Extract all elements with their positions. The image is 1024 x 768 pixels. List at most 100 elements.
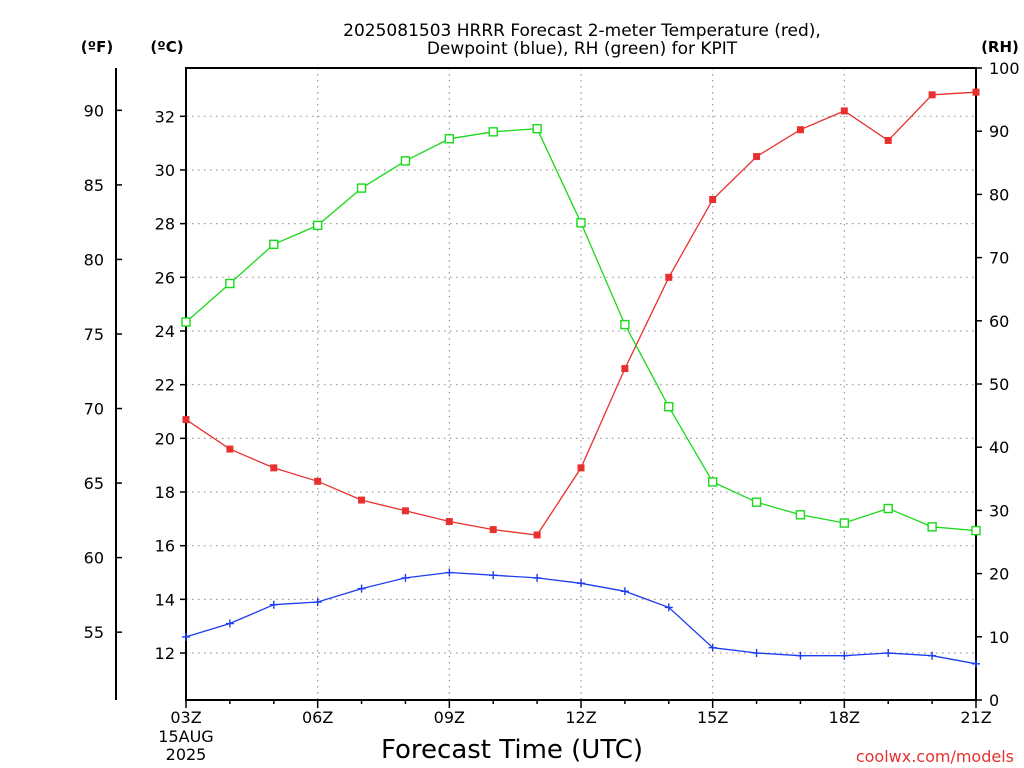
rh-tick-label: 0	[989, 691, 999, 710]
temperature-point	[753, 153, 761, 161]
rh-point	[927, 522, 937, 532]
celsius-tick-label: 16	[155, 537, 175, 556]
dewpoint-point	[752, 649, 761, 658]
temperature-point	[445, 518, 453, 526]
temperature-point	[182, 416, 190, 424]
celsius-tick-label: 26	[155, 268, 175, 287]
x-tick-label: 03Z	[170, 708, 201, 727]
temperature-point	[270, 464, 278, 472]
rh-axis-label: (RH)	[981, 38, 1019, 56]
rh-point	[795, 510, 806, 520]
dewpoint-point	[401, 573, 410, 582]
dewpoint-point	[445, 568, 454, 577]
dewpoint-point	[620, 587, 629, 596]
rh-point	[269, 239, 279, 250]
celsius-axis-label: (ºC)	[150, 38, 183, 56]
fahrenheit-tick-label: 65	[84, 474, 104, 493]
x-tick-label: 09Z	[434, 708, 465, 727]
dewpoint-point	[489, 571, 498, 580]
temperature-point	[928, 91, 936, 99]
rh-tick-label: 30	[989, 501, 1009, 520]
fahrenheit-tick-label: 75	[84, 325, 104, 344]
fahrenheit-tick-label: 60	[84, 549, 104, 568]
plot-frame	[185, 67, 977, 701]
temperature-point	[884, 136, 892, 144]
temperature-point	[358, 496, 366, 504]
rh-point	[181, 317, 191, 327]
dewpoint-point	[269, 600, 278, 609]
x-date-label-day: 15AUG	[158, 727, 213, 746]
temperature-point	[401, 507, 409, 515]
temperature-point	[796, 126, 804, 134]
rh-point	[751, 497, 762, 507]
rh-point	[312, 220, 323, 231]
x-tick-label: 15Z	[697, 708, 728, 727]
dewpoint-point	[972, 659, 980, 668]
rh-point	[620, 319, 630, 330]
fahrenheit-tick-label: 70	[84, 400, 104, 419]
rh-tick-label: 100	[989, 59, 1020, 78]
dewpoint-point	[313, 598, 322, 607]
temperature-point	[840, 107, 848, 115]
rh-tick-label: 90	[989, 122, 1009, 141]
x-date-label-year: 2025	[166, 745, 207, 764]
rh-tick-label: 80	[989, 185, 1009, 204]
rh-point	[225, 278, 235, 289]
temperature-point	[665, 273, 673, 281]
fahrenheit-axis-label: (ºF)	[81, 38, 113, 56]
fahrenheit-tick-label: 85	[84, 176, 104, 195]
celsius-tick-label: 20	[155, 429, 175, 448]
celsius-tick-label: 32	[155, 107, 175, 126]
rh-point	[356, 183, 367, 193]
temperature-point	[621, 365, 629, 373]
rh-point	[664, 402, 674, 412]
dewpoint-point	[357, 584, 366, 593]
x-tick-label: 18Z	[829, 708, 860, 727]
celsius-tick-label: 28	[155, 215, 175, 234]
temperature-point	[226, 445, 234, 453]
celsius-tick-label: 14	[155, 590, 175, 609]
x-tick-label: 12Z	[565, 708, 596, 727]
temperature-point	[533, 531, 541, 539]
rh-tick-label: 40	[989, 438, 1009, 457]
temperature-point	[709, 195, 717, 203]
rh-tick-label: 50	[989, 375, 1009, 394]
fahrenheit-tick-label: 90	[84, 101, 104, 120]
dewpoint-point	[182, 632, 190, 641]
rh-tick-label: 20	[989, 565, 1009, 584]
fahrenheit-tick-label: 80	[84, 250, 104, 269]
dewpoint-point	[225, 619, 234, 628]
rh-point	[444, 134, 455, 144]
rh-point	[532, 123, 542, 134]
dewpoint-point	[840, 651, 849, 660]
chart-title-line-2: Dewpoint (blue), RH (green) for KPIT	[427, 39, 738, 59]
temperature-point	[972, 88, 980, 96]
temperature-point	[577, 464, 585, 472]
rh-point	[707, 477, 718, 487]
rh-point	[883, 503, 893, 514]
dewpoint-point	[928, 651, 937, 660]
rh-point	[971, 525, 981, 536]
dewpoint-point	[577, 579, 585, 588]
rh-tick-label: 60	[989, 312, 1009, 331]
fahrenheit-tick-label: 55	[84, 623, 104, 642]
chart-title-line-1: 2025081503 HRRR Forecast 2-meter Tempera…	[343, 21, 821, 41]
dewpoint-point	[664, 603, 673, 612]
rh-point	[400, 156, 411, 166]
temperature-point	[314, 477, 322, 485]
dewpoint-point	[533, 573, 542, 582]
celsius-tick-label: 24	[155, 322, 175, 341]
dewpoint-point	[884, 649, 893, 658]
celsius-tick-label: 18	[155, 483, 175, 502]
dewpoint-point	[708, 643, 717, 652]
celsius-tick-label: 12	[155, 644, 175, 663]
x-tick-label: 21Z	[960, 708, 991, 727]
x-axis-label: Forecast Time (UTC)	[381, 735, 643, 765]
rh-tick-label: 10	[989, 628, 1009, 647]
dewpoint-point	[796, 651, 805, 660]
rh-point	[839, 518, 850, 528]
x-tick-label: 06Z	[302, 708, 333, 727]
celsius-tick-label: 22	[155, 376, 175, 395]
rh-point	[488, 127, 498, 137]
